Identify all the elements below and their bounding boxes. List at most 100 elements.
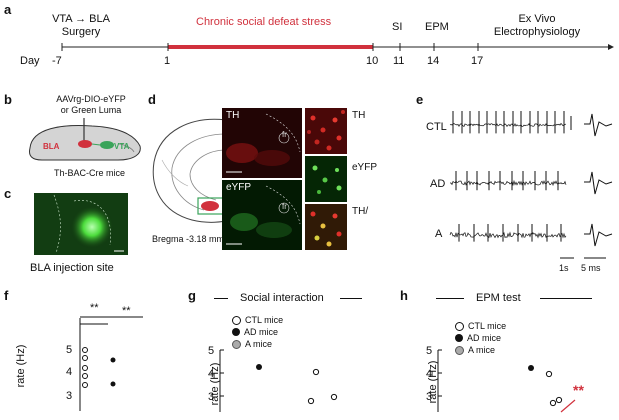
bregma-label: Bregma -3.18 mm [152,234,225,244]
eyfp-image-signal [222,180,302,250]
panel-f-ctl-points [82,347,88,388]
th-zoom-cells [305,108,347,154]
atlas-bla-highlight [201,201,219,211]
stress-label: Chronic social defeat stress [196,16,332,28]
panel-h-legend: CTL mice AD mice A mice [455,320,506,356]
atlas-inner-contour [171,133,227,211]
panel-h-legend-a: A mice [455,344,506,356]
panel-g-ytick-4: 4 [208,368,215,380]
spike-traces [449,111,613,259]
panel-h-legend-ad-text: AD mice [467,333,502,343]
merge-zoom-image [305,204,347,250]
trace-baseline [449,231,567,239]
timeline-arrow [608,44,614,50]
panel-h-legend-ctl-text: CTL mice [468,321,507,331]
si-label: SI [392,21,403,33]
panel-g-legend: CTL mice AD mice A mice [232,314,283,350]
day-value-1: 1 [164,55,171,67]
merge-zoom-label: TH/ [352,206,369,217]
injection-site-fluorescence [34,193,128,255]
trace-ctl [449,111,567,134]
panel-g-ctl-point [330,393,338,401]
trace-baseline [449,122,567,128]
panel-f-plot [79,316,143,411]
legend-marker-a [232,339,241,349]
trace-a [449,224,567,242]
waveform-ctl [570,113,613,137]
legend-marker-ctl [455,321,464,331]
panel-g-legend-a: A mice [232,338,283,350]
panel-h-letter: h [400,288,408,303]
panel-g-plot [219,349,338,412]
mouse-line-label: Th-BAC-Cre mice [54,168,126,178]
panel-h-ctl-point [549,399,557,407]
injection-site-caption: BLA injection site [30,262,114,274]
day-value-14: 14 [427,55,440,67]
virus-line1: AAVrg-DIO-eYFP [56,94,126,104]
panel-g-letter: g [188,288,196,303]
virus-line2: or Green Luma [60,105,122,115]
day-value-17: 17 [471,55,484,67]
exvivo-line2: Electrophysiology [493,26,581,38]
eyfp-fr-label: fr [282,202,287,211]
panel-h-ad-point [528,365,534,371]
panel-e-letter: e [416,92,424,107]
panel-f-sig-2: ** [122,305,131,317]
panel-g-legend-ad-text: AD mice [244,327,279,337]
trace-label-ctl: CTL [426,121,447,133]
trace-label-ad: AD [430,178,446,190]
scale-wave-label: 5 ms [581,263,601,273]
cerebellum-line [117,143,135,153]
panel-h-legend-a-text: A mice [468,345,496,355]
day-value-minus7: -7 [52,55,62,67]
atlas-section-diagram [152,118,229,223]
exvivo-line1: Ex Vivo [518,13,556,25]
legend-marker-ad [455,334,463,342]
surgery-line2: Surgery [61,26,101,38]
legend-marker-ad [232,328,240,336]
surgery-line1: VTA → BLA [52,13,110,25]
th-zoom-label: TH [352,110,366,121]
timeline-svg [61,43,614,51]
panel-g-legend-ad: AD mice [232,326,283,338]
th-fr-label: fr [282,130,287,139]
panel-h-sig: ** [573,382,584,398]
panel-g-title-rule-right [340,298,362,299]
th-zoom-image [305,108,347,154]
panel-h-legend-ad: AD mice [455,332,506,344]
vta-label: VTA [114,142,130,151]
panel-f-sig-1: ** [90,302,99,314]
legend-marker-ctl [232,315,241,325]
panel-g-ytick-5: 5 [208,345,215,357]
eyfp-zoom-image [305,156,347,202]
eyfp-image [222,180,302,250]
panel-f-letter: f [4,288,9,303]
panel-h-title-rule-left [436,298,464,299]
panel-f-ad-points [110,357,116,387]
panel-g-ytick-3: 3 [208,391,215,403]
panel-h-ytick-4: 4 [426,368,433,380]
bla-region [78,140,92,148]
panel-g-title: Social interaction [240,292,324,304]
panel-h-ytick-3: 3 [426,391,433,403]
panel-f-ytick-5: 5 [66,344,73,356]
atlas-detail [161,159,189,187]
injection-site-image [34,193,128,255]
waveform-ad [584,171,613,195]
eyfp-label: eYFP [226,182,252,193]
panel-h-plot [437,349,576,413]
epm-label: EPM [425,21,449,33]
panel-c-letter: c [4,186,12,201]
panel-h-sig-line [560,399,576,413]
th-image-signal [222,108,302,178]
panel-a-letter: a [4,2,12,17]
day-label: Day [20,55,40,67]
waveform-a [584,223,613,247]
panel-f-ytick-3: 3 [66,390,73,402]
vta-region [100,141,114,149]
panel-h-ctl-point [555,396,563,404]
trace-baseline [450,179,567,187]
panel-g-ctl-point [312,368,320,376]
panel-h-ctl-point [545,370,553,378]
panel-h-title: EPM test [476,292,521,304]
